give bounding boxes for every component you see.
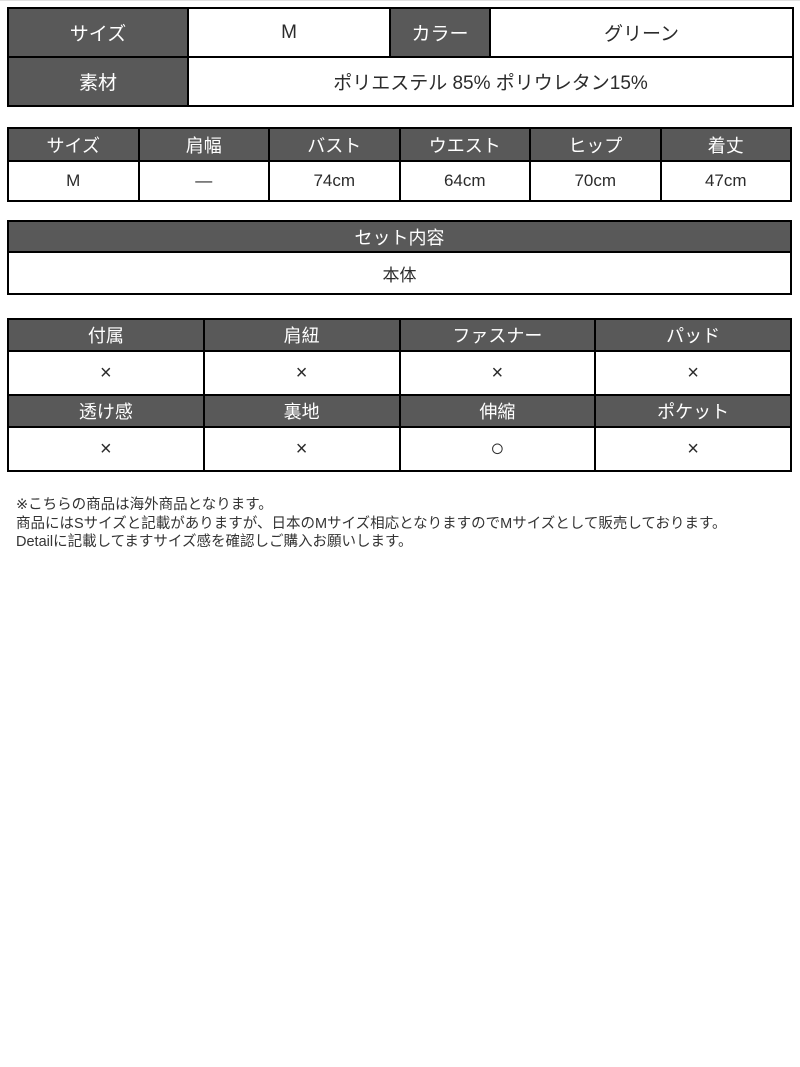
material-label-cell: 素材 [7,56,189,107]
feature-value-lining: × [202,426,401,472]
feature-header-stretch: 伸縮 [398,394,597,428]
feature-value-accessory: × [7,350,205,396]
size-color-material-table: サイズ M カラー グリーン 素材 ポリエステル 85% ポリウレタン15% [7,7,794,107]
measurements-value-length: 47cm [659,160,792,202]
table-row: セット内容 [7,220,792,253]
feature-value-stretch: ○ [398,426,597,472]
feature-value-pad: × [594,350,792,396]
note-line: ※こちらの商品は海外商品となります。 [16,497,273,513]
feature-header-zipper: ファスナー [398,318,597,352]
measurements-value-size: M [7,160,140,202]
note-line: Detailに記載してますサイズ感を確認しご購入お願いします。 [16,534,413,550]
measurements-value-row: M — 74cm 64cm 70cm 47cm [7,160,792,202]
table-row: 本体 [7,251,792,295]
features-value-row-2: × × ○ × [7,426,792,472]
set-contents-header-cell: セット内容 [7,220,792,253]
material-value-cell: ポリエステル 85% ポリウレタン15% [187,56,794,107]
measurements-table: サイズ 肩幅 バスト ウエスト ヒップ 着丈 M — 74cm 64cm 70c… [7,127,792,202]
feature-header-strap: 肩紐 [202,318,401,352]
features-value-row-1: × × × × [7,350,792,396]
feature-header-accessory: 付属 [7,318,205,352]
features-header-row-1: 付属 肩紐 ファスナー パッド [7,318,792,352]
measurements-header-length: 着丈 [659,127,792,162]
measurements-header-bust: バスト [268,127,401,162]
measurements-header-size: サイズ [7,127,140,162]
size-label-cell: サイズ [7,7,189,58]
set-contents-table: セット内容 本体 [7,220,792,295]
overseas-product-notes: ※こちらの商品は海外商品となります。 商品にはSサイズと記載がありますが、日本の… [7,496,792,552]
features-header-row-2: 透け感 裏地 伸縮 ポケット [7,394,792,428]
measurements-header-hip: ヒップ [529,127,662,162]
feature-value-strap: × [202,350,401,396]
measurements-value-waist: 64cm [398,160,531,202]
feature-value-zipper: × [398,350,597,396]
size-value-cell: M [187,7,391,58]
table-row: 素材 ポリエステル 85% ポリウレタン15% [7,56,794,107]
color-label-cell: カラー [389,7,491,58]
feature-header-pad: パッド [594,318,792,352]
measurements-value-bust: 74cm [268,160,401,202]
feature-header-pocket: ポケット [594,394,792,428]
measurements-value-hip: 70cm [529,160,662,202]
feature-value-pocket: × [594,426,792,472]
measurements-header-waist: ウエスト [398,127,531,162]
set-contents-value-cell: 本体 [7,251,792,295]
features-table: 付属 肩紐 ファスナー パッド × × × × 透け感 裏地 伸縮 ポケット ×… [7,318,792,472]
feature-header-lining: 裏地 [202,394,401,428]
color-value-cell: グリーン [489,7,794,58]
feature-value-sheerness: × [7,426,205,472]
table-row: サイズ M カラー グリーン [7,7,794,58]
measurements-header-row: サイズ 肩幅 バスト ウエスト ヒップ 着丈 [7,127,792,162]
measurements-header-shoulder: 肩幅 [137,127,270,162]
measurements-value-shoulder: — [137,160,270,202]
feature-header-sheerness: 透け感 [7,394,205,428]
note-line: 商品にはSサイズと記載がありますが、日本のMサイズ相応となりますのでMサイズとし… [16,515,727,532]
